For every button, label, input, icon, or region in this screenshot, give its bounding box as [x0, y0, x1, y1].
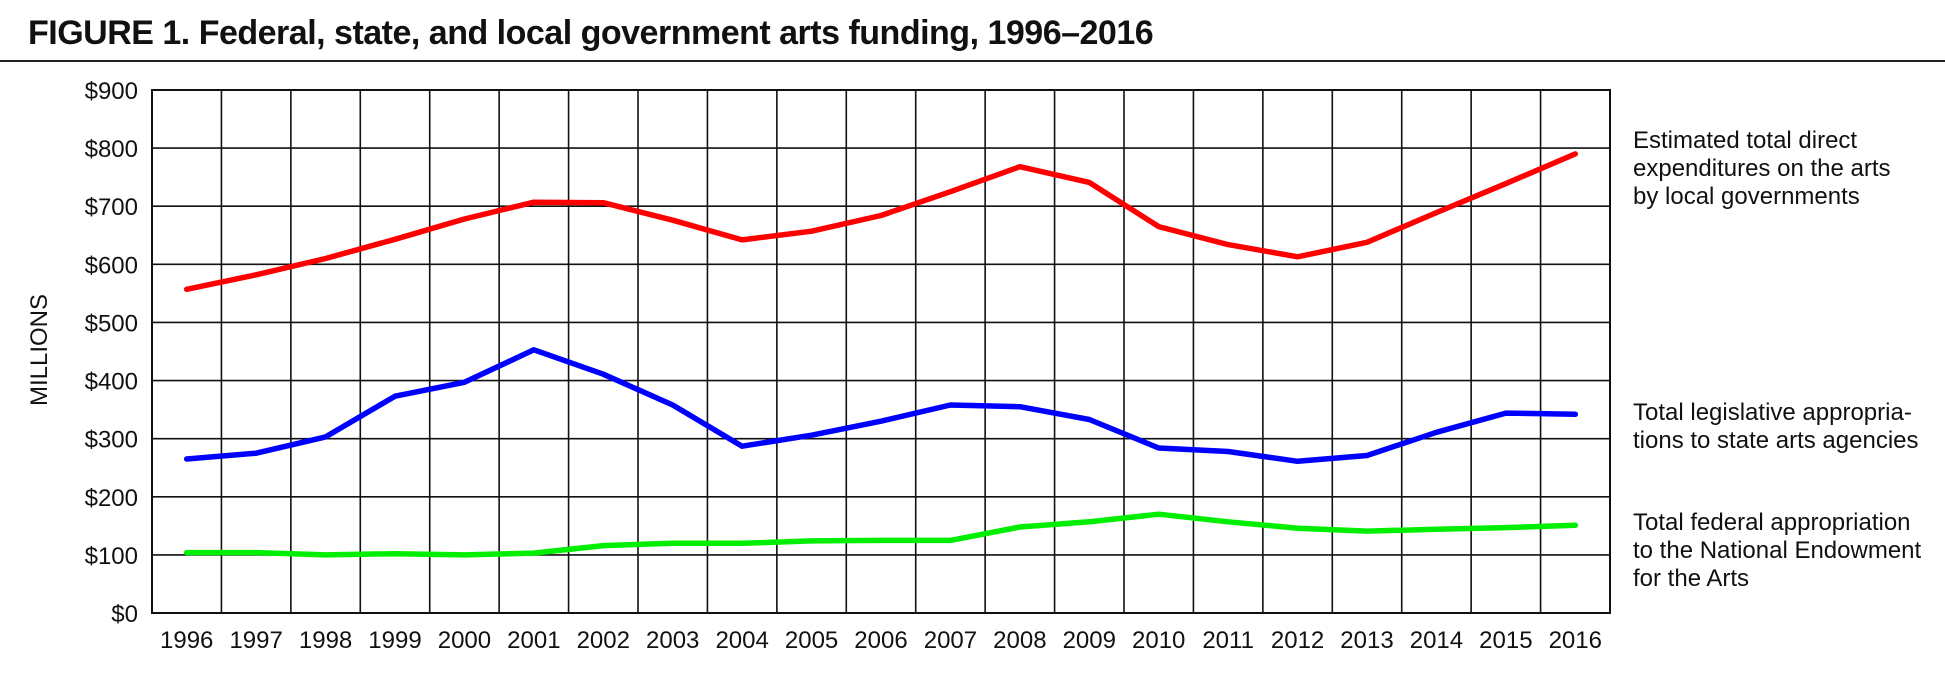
- x-tick-label: 1998: [299, 627, 352, 654]
- chart-title: FIGURE 1. Federal, state, and local gove…: [28, 14, 1154, 52]
- series-label-1: Total legislative appropria-tions to sta…: [1633, 399, 1919, 454]
- series-label-line: expenditures on the arts: [1633, 155, 1891, 182]
- y-axis-label: MILLIONS: [26, 294, 53, 406]
- x-tick-label: 2016: [1549, 627, 1602, 654]
- y-tick-label: $0: [111, 601, 138, 628]
- y-tick-label: $600: [85, 252, 138, 279]
- x-tick-label: 2004: [715, 627, 768, 654]
- series-label-line: for the Arts: [1633, 565, 1749, 592]
- grid: [151, 89, 1611, 614]
- x-tick-label: 2012: [1271, 627, 1324, 654]
- y-axis-ticks: $0 $100 $200 $300 $400 $500 $600 $700 $800 $900: [85, 78, 138, 628]
- x-tick-label: 2000: [438, 627, 491, 654]
- x-tick-label: 2006: [854, 627, 907, 654]
- series-label-line: by local governments: [1633, 183, 1860, 210]
- series-label-line: Total federal appropriation: [1633, 509, 1911, 536]
- x-tick-label: 2002: [577, 627, 630, 654]
- y-tick-label: $300: [85, 427, 138, 454]
- x-tick-label: 1996: [160, 627, 213, 654]
- x-tick-label: 1999: [368, 627, 421, 654]
- series-label-line: Estimated total direct: [1633, 127, 1857, 154]
- series-labels: Estimated total direct expenditures on th…: [1633, 127, 1922, 592]
- y-tick-label: $400: [85, 369, 138, 396]
- x-tick-label: 2010: [1132, 627, 1185, 654]
- series-label-2: Total federal appropriation to the Nation…: [1633, 509, 1922, 592]
- x-tick-label: 2009: [1063, 627, 1116, 654]
- y-tick-label: $500: [85, 310, 138, 337]
- x-tick-label: 2011: [1202, 627, 1254, 654]
- y-tick-label: $200: [85, 485, 138, 512]
- series-label-0: Estimated total direct expenditures on th…: [1633, 127, 1891, 210]
- y-tick-label: $800: [85, 136, 138, 163]
- plot-border: [151, 89, 1611, 614]
- plot-frame: [151, 89, 1611, 614]
- x-tick-label: 2001: [507, 627, 560, 654]
- x-tick-label: 2005: [785, 627, 838, 654]
- x-axis-ticks: 1996 1997 1998 1999 2000 2001 2002 2003 2004 2005…: [160, 627, 1602, 654]
- series-label-line: Total legislative appropria-: [1633, 399, 1912, 426]
- x-tick-label: 1997: [229, 627, 282, 654]
- x-tick-label: 2014: [1410, 627, 1463, 654]
- x-tick-label: 2003: [646, 627, 699, 654]
- x-tick-label: 2008: [993, 627, 1046, 654]
- x-tick-label: 2007: [924, 627, 977, 654]
- series-line-0: [183, 151, 1579, 293]
- y-tick-label: $700: [85, 194, 138, 221]
- series-label-line: tions to state arts agencies: [1633, 427, 1919, 454]
- x-tick-label: 2015: [1479, 627, 1532, 654]
- y-tick-label: $900: [85, 78, 138, 105]
- y-tick-label: $100: [85, 543, 138, 570]
- series-line-2: [183, 511, 1579, 558]
- series-label-line: to the National Endowment: [1633, 537, 1922, 564]
- title-divider: [0, 60, 1945, 62]
- series-line-1: [183, 347, 1579, 465]
- x-tick-label: 2013: [1340, 627, 1393, 654]
- series-lines: [183, 151, 1579, 558]
